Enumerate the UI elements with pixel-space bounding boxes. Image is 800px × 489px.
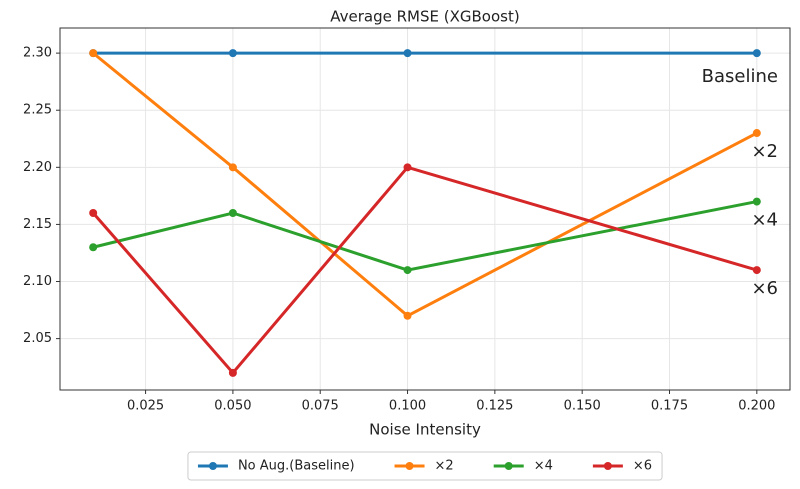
x-tick-label: 0.175 (651, 399, 688, 414)
data-point (89, 243, 98, 252)
data-point (403, 163, 412, 172)
data-point (403, 311, 412, 320)
legend-marker (208, 462, 217, 470)
data-point (228, 163, 237, 172)
legend-label: ×2 (435, 459, 454, 474)
data-point (228, 368, 237, 377)
data-point (403, 266, 412, 275)
series-line (92, 200, 758, 272)
data-point (228, 49, 237, 58)
y-tick-label: 2.05 (23, 331, 52, 346)
y-tick-label: 2.25 (23, 103, 52, 118)
legend-label: ×4 (534, 459, 553, 474)
legend-label: ×6 (633, 459, 652, 474)
legend-marker (405, 462, 414, 470)
legend: No Aug.(Baseline) ×2 ×4 ×6 (187, 451, 663, 481)
y-tick-label: 2.10 (23, 274, 52, 289)
data-point (752, 266, 761, 275)
chart-title: Average RMSE (XGBoost) (330, 8, 519, 26)
data-point (752, 129, 761, 138)
legend-label: No Aug.(Baseline) (238, 459, 355, 474)
x-tick-label: 0.100 (389, 399, 426, 414)
legend-marker (504, 462, 513, 470)
x-tick-label: 0.150 (564, 399, 601, 414)
annotation: ×2 (751, 141, 778, 162)
x-tick-label: 0.075 (302, 399, 339, 414)
x-axis-label: Noise Intensity (369, 421, 481, 439)
x-tick-label: 0.025 (127, 399, 164, 414)
y-tick-label: 2.15 (23, 217, 52, 232)
data-point (752, 49, 761, 58)
plot-frame (59, 27, 791, 391)
annotation: Baseline (702, 66, 778, 87)
legend-box (187, 451, 663, 481)
series-line (92, 165, 758, 376)
x-tick-label: 0.200 (738, 399, 775, 414)
data-point (89, 208, 98, 217)
series-line (92, 51, 758, 318)
x-tick-label: 0.050 (214, 399, 251, 414)
y-tick-label: 2.30 (23, 46, 52, 61)
annotation: ×6 (751, 278, 778, 299)
data-point (752, 197, 761, 206)
data-point (403, 49, 412, 58)
x-tick-label: 0.125 (476, 399, 513, 414)
legend-marker (603, 462, 612, 470)
annotation: ×4 (751, 210, 778, 231)
data-point (228, 208, 237, 217)
data-point (89, 49, 98, 58)
y-tick-label: 2.20 (23, 160, 52, 175)
